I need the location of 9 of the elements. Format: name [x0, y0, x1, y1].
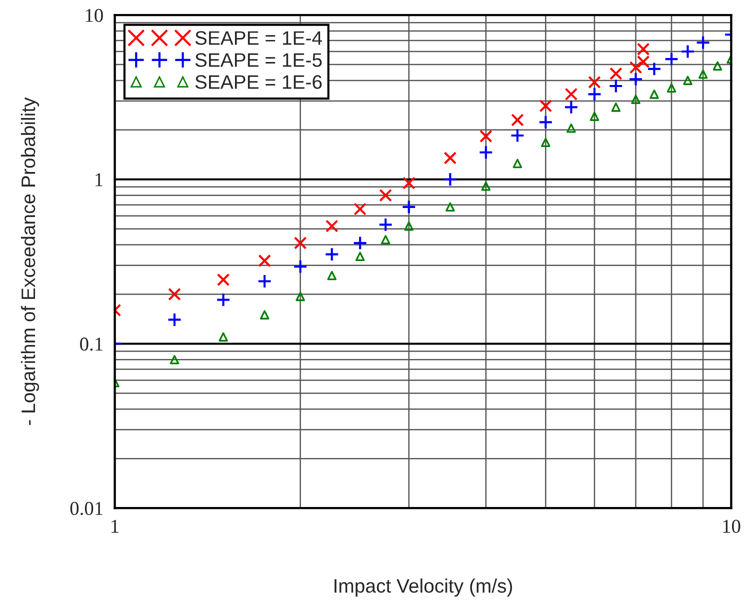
legend-label: SEAPE = 1E-6: [195, 75, 322, 89]
y-tick-label: 0.01: [70, 502, 102, 516]
x-axis-title: Impact Velocity (m/s): [334, 578, 512, 597]
legend-label: SEAPE = 1E-5: [195, 53, 322, 67]
y-tick-label: 10: [86, 8, 103, 22]
y-tick-label: 0.1: [80, 338, 102, 351]
legend-label: SEAPE = 1E-4: [195, 31, 322, 45]
y-axis-title: - Logarithm of Exceedance Probability: [20, 97, 40, 425]
y-tick-label: 1: [96, 173, 102, 186]
